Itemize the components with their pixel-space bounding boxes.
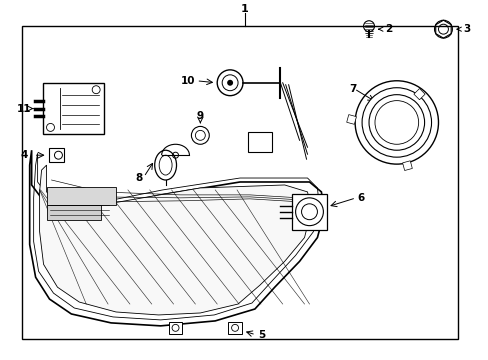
Circle shape [361, 88, 431, 157]
Text: 4: 4 [20, 150, 27, 160]
Text: 1: 1 [241, 4, 248, 14]
Bar [228, 322, 242, 334]
Bar [42, 83, 104, 134]
Text: 11: 11 [17, 104, 32, 113]
Text: 5: 5 [257, 330, 264, 340]
Text: 6: 6 [356, 193, 364, 203]
Bar [291, 194, 326, 230]
Bar [346, 114, 356, 124]
Text: 10: 10 [181, 76, 195, 86]
Bar [46, 205, 101, 220]
Text: 7: 7 [348, 84, 356, 94]
Circle shape [226, 80, 233, 86]
Polygon shape [40, 165, 311, 315]
Bar [247, 132, 271, 152]
Text: 9: 9 [196, 112, 203, 121]
Bar [46, 187, 116, 205]
Bar [413, 89, 424, 100]
Bar [168, 322, 182, 334]
Text: 2: 2 [378, 24, 391, 34]
Bar [21, 26, 457, 339]
Text: 8: 8 [135, 173, 142, 183]
Text: 3: 3 [456, 24, 469, 34]
Bar [48, 148, 64, 162]
Bar [402, 161, 411, 171]
